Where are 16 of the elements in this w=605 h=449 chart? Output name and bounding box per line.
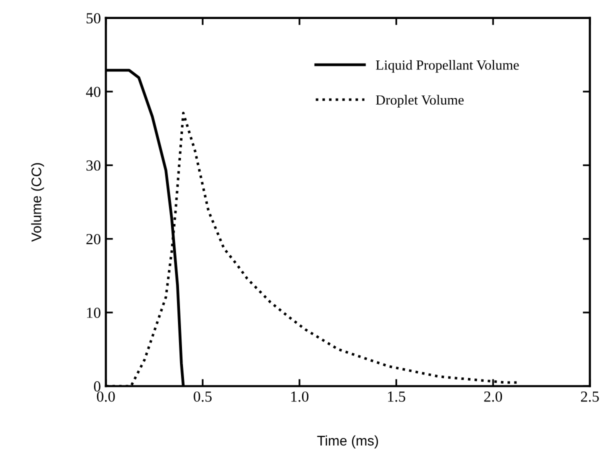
y-axis-title: Volume (CC) — [31, 163, 44, 242]
y-tick-label: 50 — [86, 13, 100, 24]
y-tick-label: 30 — [86, 160, 100, 171]
x-tick-label: 2.5 — [580, 391, 599, 402]
legend-label: Liquid Propellant Volume — [376, 60, 519, 73]
x-axis-title: Time (ms) — [317, 435, 378, 448]
legend-label: Droplet Volume — [376, 94, 464, 108]
x-tick-label: 0.5 — [194, 391, 212, 402]
x-tick-label: 1.5 — [388, 392, 406, 402]
y-tick-label: 10 — [87, 308, 100, 318]
x-tick-label: 0.0 — [96, 391, 115, 402]
y-tick-label: 0 — [94, 381, 100, 392]
y-tick-label: 40 — [86, 86, 100, 98]
x-tick-label: 2.0 — [484, 391, 502, 402]
x-tick-label: 1.0 — [291, 391, 308, 402]
y-tick-label: 20 — [86, 234, 100, 244]
